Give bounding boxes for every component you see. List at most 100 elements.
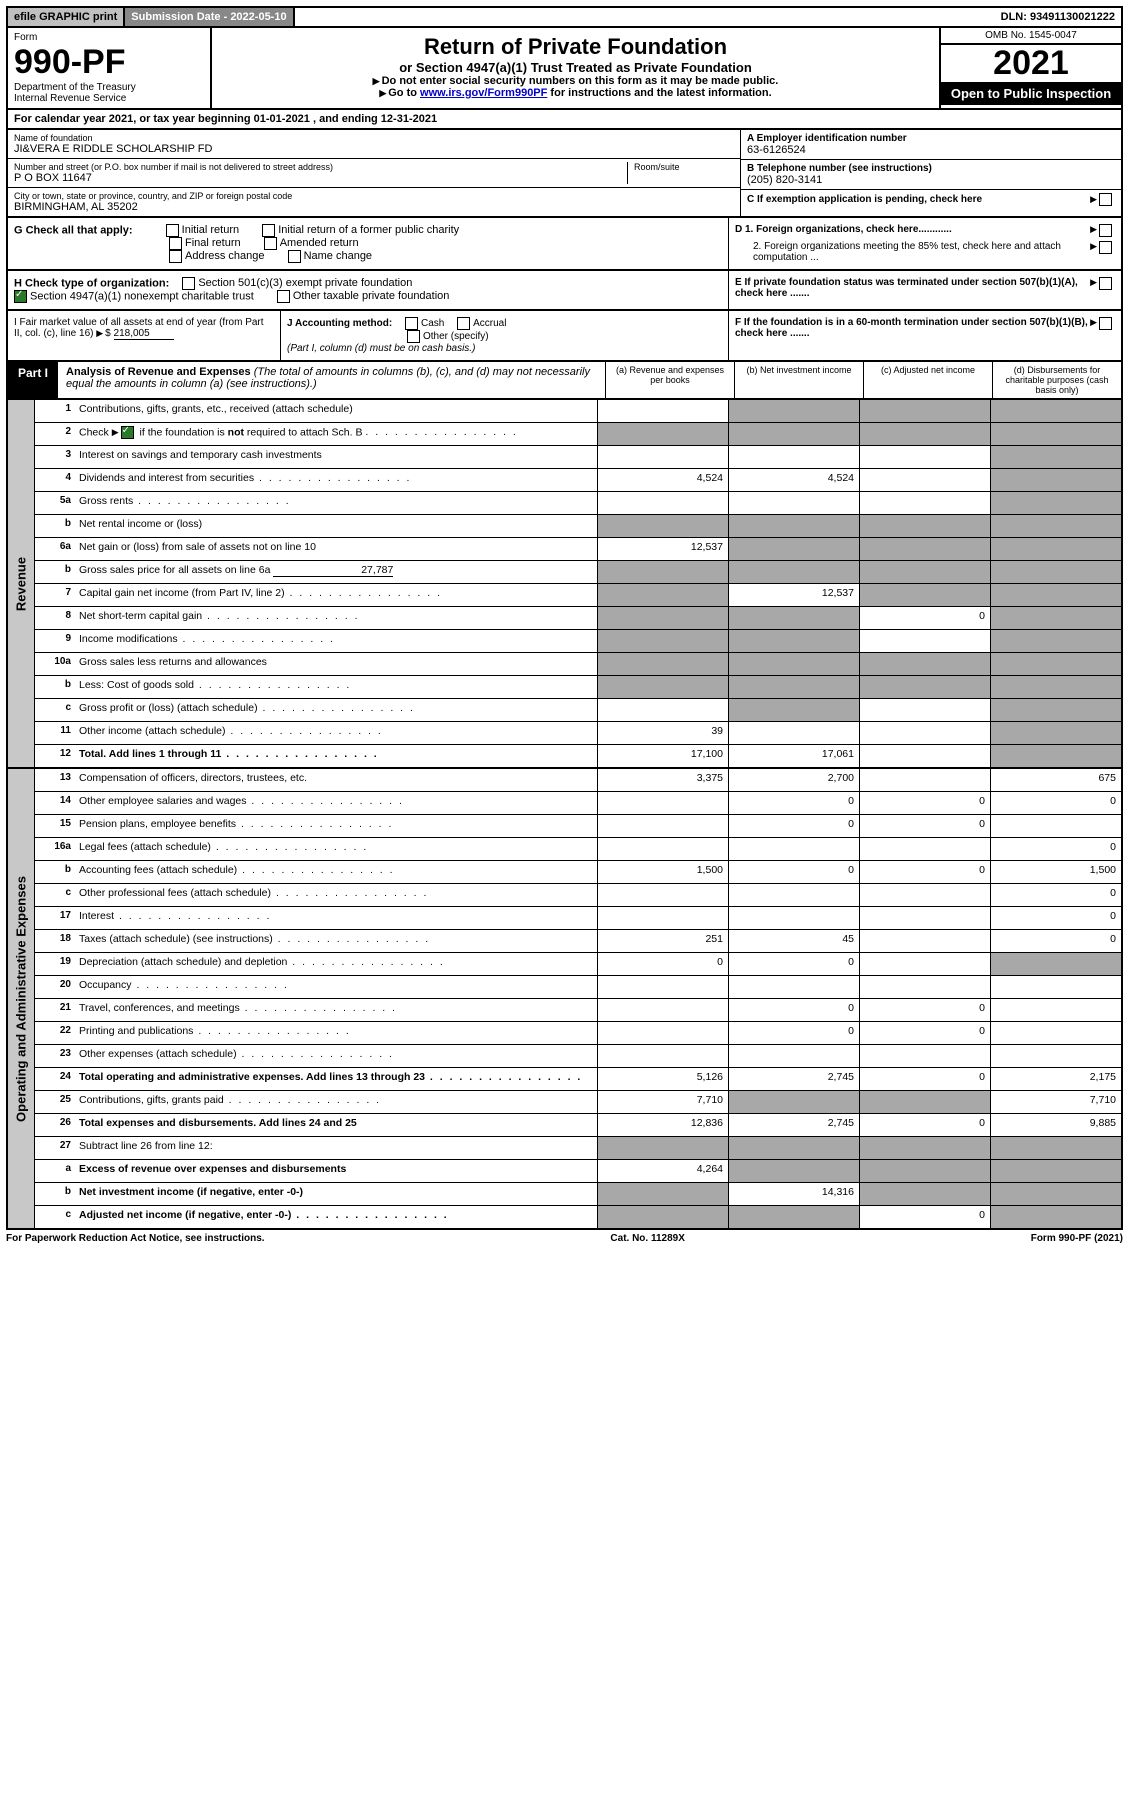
desc-22: Printing and publications — [75, 1022, 597, 1044]
footer-right: Form 990-PF (2021) — [1031, 1233, 1123, 1244]
g-opt-3: Amended return — [280, 237, 359, 249]
h-4947a1[interactable] — [14, 290, 27, 303]
j-other[interactable] — [407, 330, 420, 343]
val-11a: 39 — [597, 722, 728, 744]
desc-3: Interest on savings and temporary cash i… — [75, 446, 597, 468]
val-4b: 4,524 — [728, 469, 859, 491]
val-24a: 5,126 — [597, 1068, 728, 1090]
val-4a: 4,524 — [597, 469, 728, 491]
g-initial-former[interactable] — [262, 224, 275, 237]
e-checkbox[interactable] — [1099, 277, 1112, 290]
d2-label: 2. Foreign organizations meeting the 85%… — [735, 241, 1090, 263]
desc-4: Dividends and interest from securities — [75, 469, 597, 491]
j-accrual[interactable] — [457, 317, 470, 330]
form-header: Form 990-PF Department of the Treasury I… — [6, 28, 1123, 110]
instr-link[interactable]: www.irs.gov/Form990PF — [420, 87, 547, 99]
g-final-return[interactable] — [169, 237, 182, 250]
val-25a: 7,710 — [597, 1091, 728, 1113]
ln-5b: b — [35, 515, 75, 537]
g-opt-5: Name change — [304, 250, 373, 262]
ln-27c: c — [35, 1206, 75, 1228]
h-opt-2: Section 4947(a)(1) nonexempt charitable … — [30, 290, 254, 302]
val-12a: 17,100 — [597, 745, 728, 767]
ln-27a: a — [35, 1160, 75, 1182]
omb-number: OMB No. 1545-0047 — [941, 28, 1121, 45]
c-checkbox[interactable] — [1099, 193, 1112, 206]
desc-17: Interest — [75, 907, 597, 929]
desc-25: Contributions, gifts, grants paid — [75, 1091, 597, 1113]
ln-5a: 5a — [35, 492, 75, 514]
ln-2: 2 — [35, 423, 75, 445]
revenue-side-label: Revenue — [8, 400, 35, 767]
val-19a: 0 — [597, 953, 728, 975]
ln-7: 7 — [35, 584, 75, 606]
g-address-change[interactable] — [169, 250, 182, 263]
dln: DLN: 93491130021222 — [995, 8, 1121, 26]
ein-value: 63-6126524 — [747, 144, 1115, 156]
d2-checkbox[interactable] — [1099, 241, 1112, 254]
val-6b-inline: 27,787 — [273, 564, 393, 577]
j-cash[interactable] — [405, 317, 418, 330]
ln-16c: c — [35, 884, 75, 906]
ln-24: 24 — [35, 1068, 75, 1090]
h-opt-1: Section 501(c)(3) exempt private foundat… — [198, 277, 412, 289]
val-16bd: 1,500 — [990, 861, 1121, 883]
desc-15: Pension plans, employee benefits — [75, 815, 597, 837]
val-6a: 12,537 — [597, 538, 728, 560]
ln-9: 9 — [35, 630, 75, 652]
ln-1: 1 — [35, 400, 75, 422]
desc-16a: Legal fees (attach schedule) — [75, 838, 597, 860]
val-14d: 0 — [990, 792, 1121, 814]
val-13b: 2,700 — [728, 769, 859, 791]
val-16bc: 0 — [859, 861, 990, 883]
val-7b: 12,537 — [728, 584, 859, 606]
ln-14: 14 — [35, 792, 75, 814]
j-other-label: Other (specify) — [423, 331, 489, 342]
phone-label: B Telephone number (see instructions) — [747, 163, 1115, 174]
ln-6b: b — [35, 561, 75, 583]
ln-10a: 10a — [35, 653, 75, 675]
tax-year: 2021 — [941, 45, 1121, 82]
val-26a: 12,836 — [597, 1114, 728, 1136]
section-g-d: G Check all that apply: Initial return I… — [6, 218, 1123, 271]
ln-10b: b — [35, 676, 75, 698]
val-12b: 17,061 — [728, 745, 859, 767]
ln-10c: c — [35, 699, 75, 721]
h-label: H Check type of organization: — [14, 277, 169, 289]
ln-8: 8 — [35, 607, 75, 629]
g-amended-return[interactable] — [264, 237, 277, 250]
h-other-taxable[interactable] — [277, 290, 290, 303]
ln-11: 11 — [35, 722, 75, 744]
desc-21: Travel, conferences, and meetings — [75, 999, 597, 1021]
ln-16a: 16a — [35, 838, 75, 860]
g-name-change[interactable] — [288, 250, 301, 263]
city-label: City or town, state or province, country… — [14, 191, 734, 201]
val-13a: 3,375 — [597, 769, 728, 791]
desc-16c: Other professional fees (attach schedule… — [75, 884, 597, 906]
g-initial-return[interactable] — [166, 224, 179, 237]
e-label: E If private foundation status was termi… — [735, 277, 1078, 299]
section-h-e: H Check type of organization: Section 50… — [6, 271, 1123, 311]
desc-13: Compensation of officers, directors, tru… — [75, 769, 597, 791]
f-checkbox[interactable] — [1099, 317, 1112, 330]
efile-print-button[interactable]: efile GRAPHIC print — [8, 8, 125, 26]
d1-checkbox[interactable] — [1099, 224, 1112, 237]
val-16cd: 0 — [990, 884, 1121, 906]
desc-12: Total. Add lines 1 through 11 — [75, 745, 597, 767]
ln-23: 23 — [35, 1045, 75, 1067]
desc-10c: Gross profit or (loss) (attach schedule) — [75, 699, 597, 721]
col-c-header: (c) Adjusted net income — [863, 362, 992, 398]
ln-6a: 6a — [35, 538, 75, 560]
ln-18: 18 — [35, 930, 75, 952]
ln-21: 21 — [35, 999, 75, 1021]
val-15c: 0 — [859, 815, 990, 837]
schb-checkbox[interactable] — [121, 426, 134, 439]
h-501c3[interactable] — [182, 277, 195, 290]
phone-value: (205) 820-3141 — [747, 174, 1115, 186]
footer-mid: Cat. No. 11289X — [610, 1233, 684, 1244]
form-subtitle: or Section 4947(a)(1) Trust Treated as P… — [218, 60, 933, 75]
h-opt-3: Other taxable private foundation — [293, 290, 450, 302]
g-label: G Check all that apply: — [14, 224, 133, 236]
desc-9: Income modifications — [75, 630, 597, 652]
j-cash-label: Cash — [421, 318, 444, 329]
